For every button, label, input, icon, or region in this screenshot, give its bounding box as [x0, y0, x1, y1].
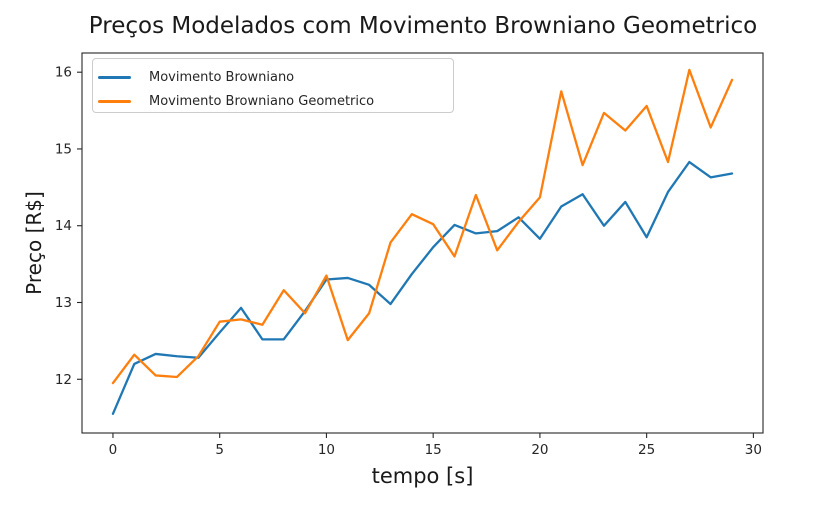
series-line-movimento-browniano — [111, 160, 734, 415]
x-axis-tick-label: 10 — [318, 442, 335, 458]
x-axis-tick-label: 20 — [531, 442, 548, 458]
legend: Movimento Browniano Movimento Browniano … — [92, 58, 454, 113]
y-axis-tick-label: 13 — [55, 295, 72, 311]
legend-item-movimento-browniano: Movimento Browniano — [98, 65, 453, 89]
y-axis-tick-label: 16 — [55, 65, 72, 81]
legend-line-sample-orange — [98, 99, 131, 103]
chart-title: Preços Modelados com Movimento Browniano… — [88, 13, 758, 39]
axes-frame — [81, 52, 764, 434]
y-axis-tick-label: 12 — [55, 372, 72, 388]
y-axis-tick-label: 15 — [55, 141, 72, 157]
x-axis-tick-label: 5 — [215, 442, 224, 458]
x-axis-tick-label: 0 — [109, 442, 118, 458]
legend-label: Movimento Browniano — [149, 69, 295, 85]
x-axis-label: tempo [s] — [371, 464, 474, 488]
x-axis-tick-label: 25 — [638, 442, 655, 458]
y-axis-label: Preço [R$] — [22, 191, 46, 295]
series-line-movimento-browniano-geometrico — [111, 68, 734, 385]
x-axis-tick-label: 30 — [745, 442, 762, 458]
legend-line-sample-blue — [98, 75, 131, 79]
x-axis-tick-label: 15 — [425, 442, 442, 458]
legend-label: Movimento Browniano Geometrico — [149, 93, 375, 109]
legend-item-movimento-browniano-geometrico: Movimento Browniano Geometrico — [98, 89, 453, 113]
y-axis-tick-label: 14 — [55, 218, 72, 234]
